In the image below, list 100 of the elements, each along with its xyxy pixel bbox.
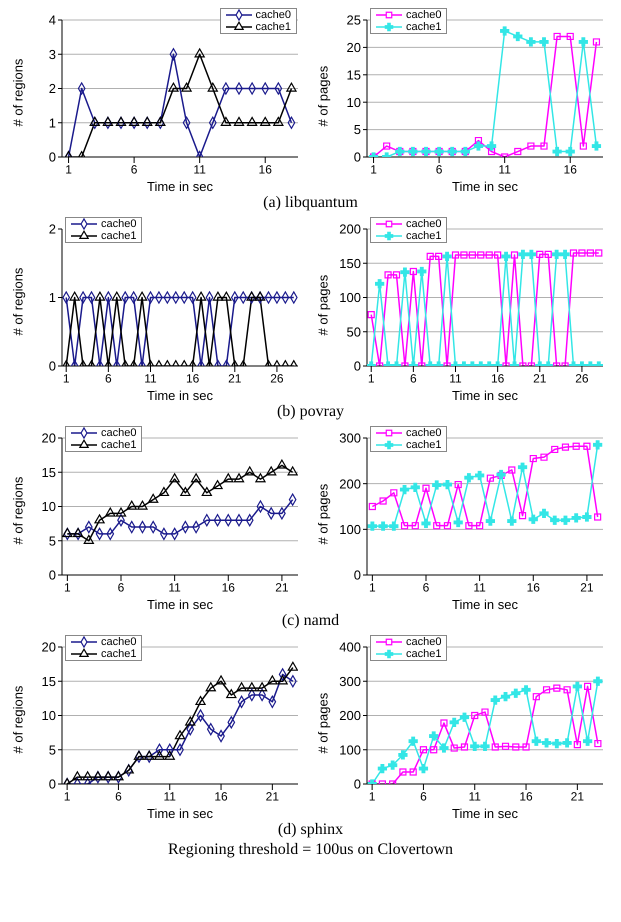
y-tick-label: 200 — [339, 476, 361, 492]
legend-label: cache1 — [406, 21, 442, 33]
y-tick-label: 10 — [42, 499, 56, 514]
text: (c) namd — [280, 611, 340, 631]
x-tick-label: 11 — [168, 580, 182, 595]
y-tick-label: 20 — [346, 40, 361, 56]
x-axis-title: Time in sec — [147, 388, 214, 403]
y-tick-label: 0 — [48, 568, 56, 583]
x-tick-label: 11 — [144, 372, 158, 386]
x-tick-label: 21 — [580, 580, 594, 595]
x-tick-label: 1 — [368, 372, 375, 386]
legend-label: cache0 — [406, 218, 442, 230]
y-tick-label: 15 — [42, 464, 56, 480]
y-tick-label: 5 — [354, 122, 361, 138]
x-tick-label: 6 — [105, 372, 112, 386]
y-tick-label: 0 — [48, 776, 56, 792]
y-tick-label: 0 — [354, 568, 361, 583]
x-tick-label: 21 — [228, 372, 242, 386]
y-axis-title: # of regions — [10, 685, 26, 754]
legend-label: cache1 — [406, 648, 442, 660]
x-axis-title: Time in sec — [147, 806, 214, 821]
y-axis-title: # of pages — [316, 65, 331, 126]
x-axis-title: Time in sec — [452, 179, 518, 194]
y-tick-label: 200 — [339, 222, 361, 237]
x-axis-title: Time in sec — [452, 806, 518, 821]
x-axis-title: Time in sec — [147, 597, 214, 612]
y-tick-label: 20 — [42, 430, 56, 446]
x-tick-label: 21 — [570, 790, 584, 804]
x-tick-label: 1 — [368, 790, 376, 804]
y-tick-label: 10 — [42, 708, 56, 724]
y-tick-label: 2 — [48, 81, 56, 96]
x-tick-label: 6 — [410, 372, 418, 386]
legend-label: cache0 — [101, 218, 136, 230]
x-tick-label: 16 — [258, 162, 272, 177]
x-tick-label: 16 — [519, 790, 534, 804]
legend-label: cache1 — [101, 230, 136, 242]
y-tick-label: 0 — [354, 150, 361, 165]
x-tick-label: 11 — [473, 580, 486, 595]
legend-label: cache1 — [101, 648, 136, 660]
y-tick-label: 0 — [48, 150, 56, 165]
x-axis-title: Time in sec — [452, 388, 518, 403]
x-tick-label: 11 — [449, 372, 462, 386]
legend-label: cache1 — [406, 439, 442, 451]
y-tick-label: 300 — [339, 674, 361, 689]
x-tick-label: 16 — [490, 372, 505, 386]
y-tick-label: 1 — [48, 290, 56, 306]
y-axis-title: # of pages — [316, 274, 331, 336]
legend-label: cache0 — [101, 427, 136, 439]
x-axis-title: Time in sec — [452, 597, 518, 612]
y-tick-label: 25 — [346, 12, 361, 28]
x-tick-label: 11 — [164, 790, 176, 804]
y-tick-label: 4 — [48, 12, 56, 28]
legend-label: cache0 — [406, 636, 442, 648]
x-tick-label: 6 — [118, 580, 125, 595]
y-axis-title: # of regions — [10, 58, 26, 126]
x-tick-label: 16 — [214, 790, 228, 804]
x-tick-label: 6 — [422, 580, 430, 595]
text: (a) libquantum — [262, 193, 359, 213]
y-tick-label: 300 — [339, 430, 361, 446]
x-tick-label: 1 — [370, 162, 378, 177]
y-axis-title: # of pages — [316, 483, 331, 544]
legend-label: cache1 — [406, 230, 442, 242]
x-tick-label: 21 — [266, 790, 280, 804]
legend-label: cache0 — [406, 427, 442, 439]
text: (b) povray — [276, 402, 346, 422]
y-tick-label: 20 — [42, 640, 56, 655]
x-tick-label: 1 — [64, 790, 71, 804]
x-tick-label: 6 — [420, 790, 428, 804]
y-tick-label: 15 — [42, 674, 56, 689]
x-tick-label: 1 — [369, 580, 376, 595]
y-tick-label: 100 — [339, 522, 361, 537]
y-tick-label: 400 — [339, 640, 361, 655]
y-tick-label: 5 — [48, 533, 56, 548]
y-axis-title: # of pages — [316, 692, 331, 754]
x-tick-label: 1 — [64, 580, 72, 595]
y-tick-label: 3 — [48, 46, 56, 62]
y-tick-label: 1 — [48, 115, 56, 130]
x-tick-label: 11 — [498, 162, 512, 177]
y-tick-label: 0 — [48, 358, 56, 374]
y-tick-label: 15 — [346, 67, 361, 82]
x-tick-label: 1 — [65, 162, 72, 177]
x-tick-label: 26 — [575, 372, 589, 386]
x-tick-label: 16 — [564, 162, 578, 177]
x-axis-title: Time in sec — [147, 179, 214, 194]
legend-label: cache0 — [406, 9, 442, 21]
x-tick-label: 6 — [115, 790, 122, 804]
x-tick-label: 16 — [186, 372, 200, 386]
legend-label: cache1 — [101, 439, 136, 451]
legend-label: cache1 — [256, 21, 291, 33]
y-tick-label: 150 — [339, 256, 361, 271]
y-tick-label: 0 — [354, 776, 361, 792]
y-tick-label: 200 — [339, 708, 361, 724]
x-tick-label: 26 — [270, 372, 284, 386]
y-axis-title: # of regions — [10, 476, 26, 544]
x-tick-label: 11 — [193, 162, 206, 177]
x-tick-label: 6 — [130, 162, 138, 177]
x-tick-label: 21 — [533, 372, 547, 386]
legend-label: cache0 — [101, 636, 136, 648]
x-tick-label: 1 — [62, 372, 70, 386]
x-tick-label: 21 — [275, 580, 289, 595]
